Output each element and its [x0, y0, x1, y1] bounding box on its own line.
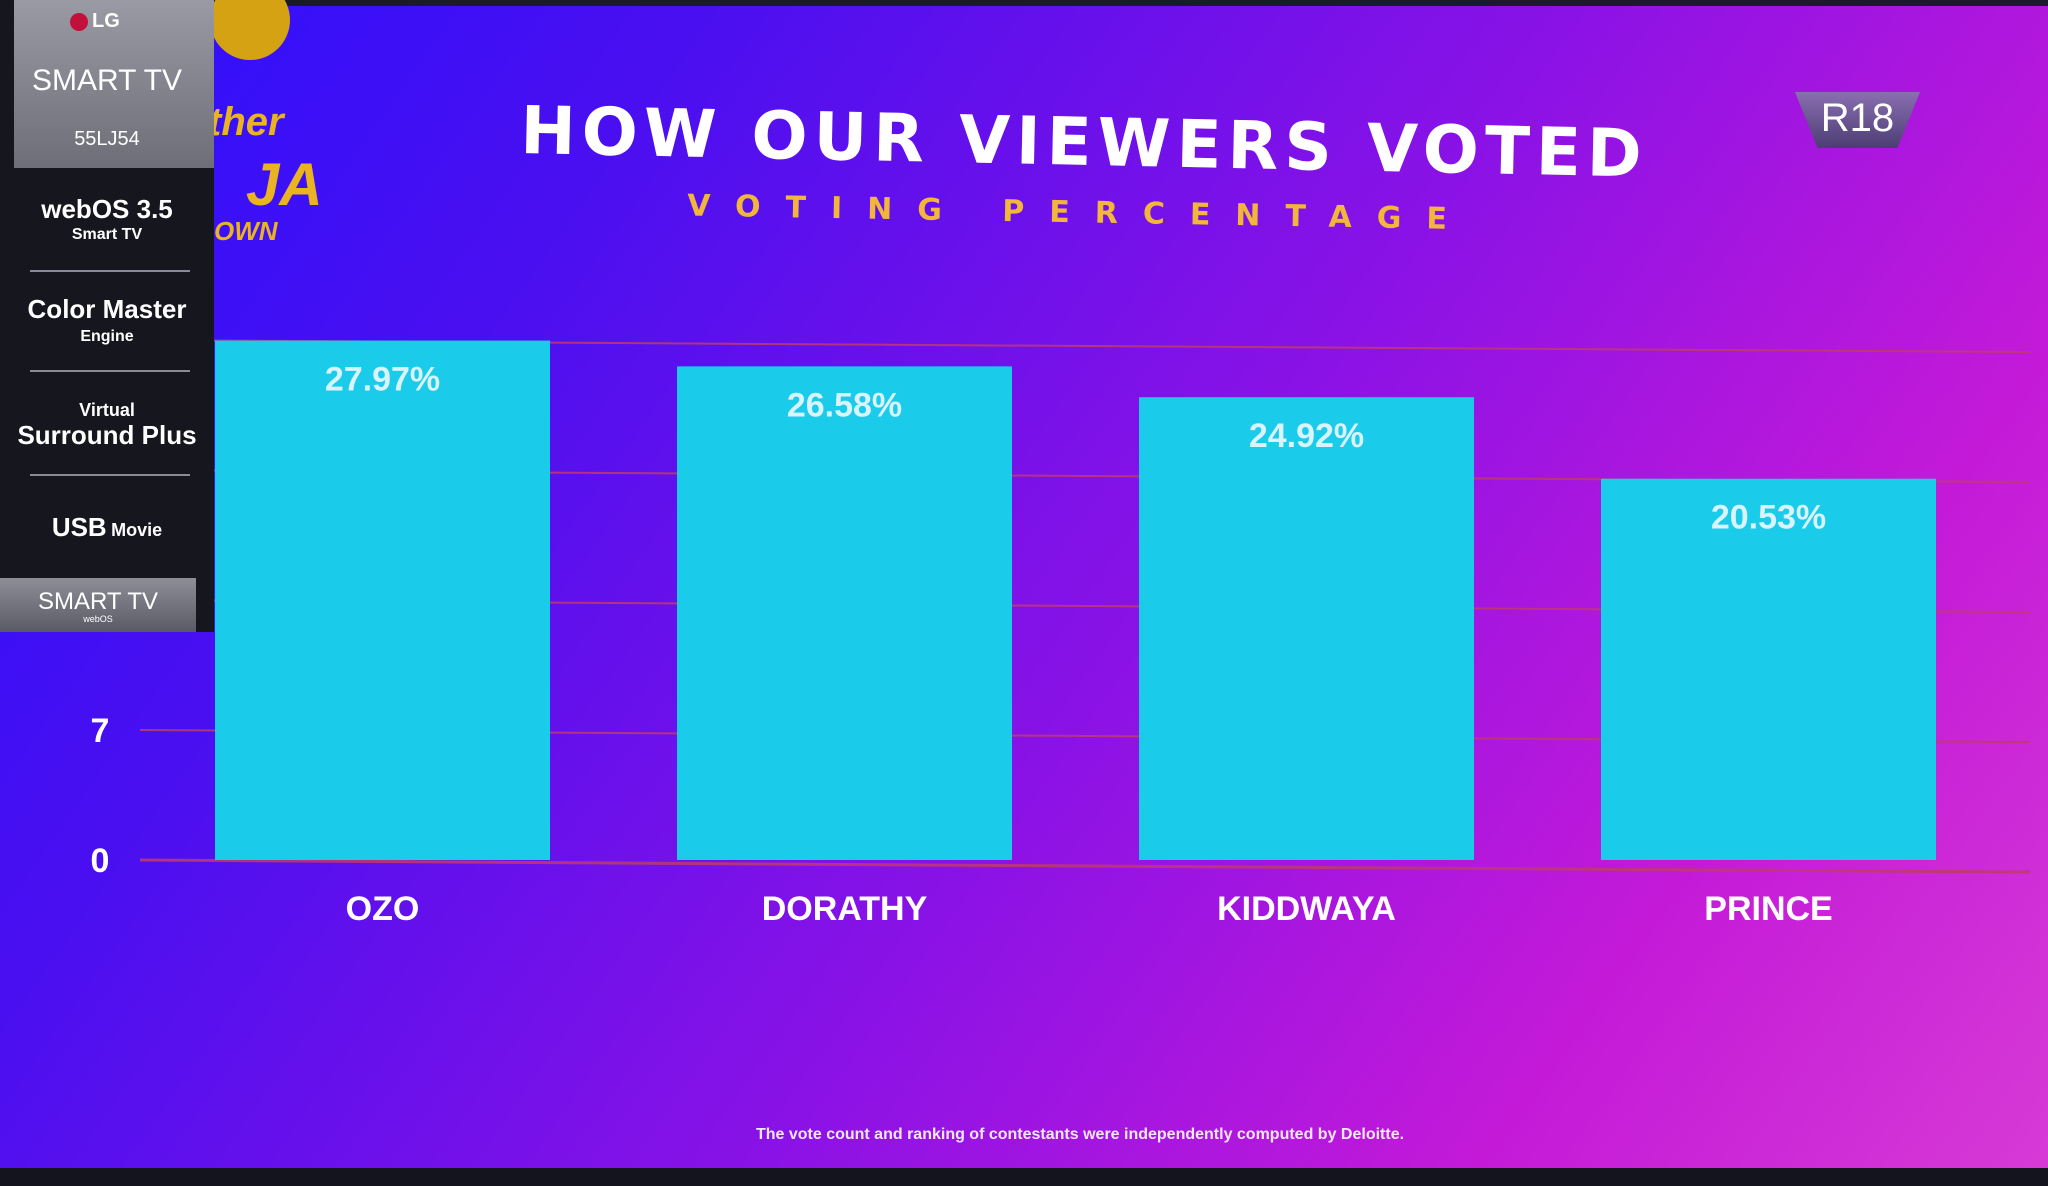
logo-text-2: JA — [246, 151, 323, 218]
logo-eye-icon — [210, 0, 290, 60]
bar-kiddwaya — [1139, 397, 1474, 860]
category-label: PRINCE — [1704, 890, 1832, 928]
y-tick-label: 7 — [91, 712, 110, 750]
sticker-usb: USB Movie — [0, 512, 214, 543]
sticker-footer-label: SMART TV — [37, 588, 159, 615]
gridline — [139, 858, 2031, 874]
lg-brand: LG — [92, 10, 120, 32]
sticker-footer: SMART TV webOS — [0, 578, 196, 632]
sticker-footer-sub: webOS — [83, 614, 113, 624]
data-label: 27.97% — [325, 361, 440, 399]
sticker-divider — [30, 370, 190, 372]
bar-dorathy — [677, 366, 1012, 860]
sticker-usb-label: USB — [51, 512, 107, 542]
sticker-divider — [30, 270, 190, 272]
bar-prince — [1601, 478, 1936, 860]
sticker-usb-sub: Movie — [111, 520, 163, 540]
data-label: 20.53% — [1711, 499, 1826, 537]
logo-text-3: OWN — [214, 216, 278, 246]
sticker-divider — [30, 474, 190, 476]
sticker-header — [14, 0, 214, 168]
category-label: KIDDWAYA — [1217, 890, 1396, 928]
show-logo: ther JA OWN — [208, 0, 330, 250]
lg-sticker: LG SMART TV 55LJ54 webOS 3.5 Smart TV Co… — [0, 0, 214, 632]
sticker-color-engine: Color Master — [27, 294, 187, 324]
category-label: OZO — [346, 890, 420, 928]
age-rating-badge: R18 — [1795, 92, 1920, 148]
sticker-os: webOS 3.5 — [41, 194, 173, 224]
logo-text-1: ther — [208, 100, 284, 144]
data-label: 24.92% — [1249, 417, 1364, 455]
tv-bezel-top — [0, 0, 2048, 6]
footnote: The vote count and ranking of contestant… — [755, 1126, 1405, 1143]
category-label: DORATHY — [762, 890, 928, 928]
sticker-os-sub: Smart TV — [71, 226, 143, 243]
sticker-color-engine-sub: Engine — [80, 328, 134, 345]
sticker-sound-top: Virtual — [79, 400, 135, 420]
lg-logo-icon — [70, 12, 88, 31]
badge-text: R18 — [1820, 96, 1895, 140]
sticker-product: SMART TV — [31, 64, 183, 97]
bar-ozo — [215, 340, 550, 860]
data-label: 26.58% — [787, 386, 902, 424]
y-tick-label: 0 — [91, 842, 110, 880]
sticker-sound: Surround Plus — [17, 420, 197, 450]
lg-logo: LG — [70, 10, 120, 33]
sticker-model: 55LJ54 — [74, 128, 140, 150]
tv-bezel-bottom — [0, 1168, 2048, 1186]
badge-shape — [1795, 92, 1920, 148]
